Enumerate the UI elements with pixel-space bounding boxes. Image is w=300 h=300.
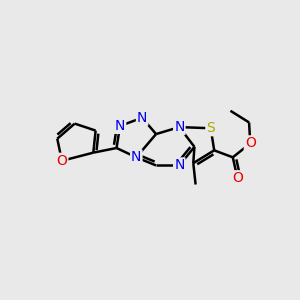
Text: N: N bbox=[115, 119, 125, 133]
Text: N: N bbox=[131, 150, 142, 164]
Text: S: S bbox=[206, 121, 215, 135]
Text: N: N bbox=[174, 120, 184, 134]
Text: O: O bbox=[232, 171, 243, 185]
Text: N: N bbox=[174, 158, 184, 172]
Text: N: N bbox=[137, 111, 147, 125]
Text: O: O bbox=[245, 136, 256, 150]
Text: O: O bbox=[56, 154, 67, 168]
